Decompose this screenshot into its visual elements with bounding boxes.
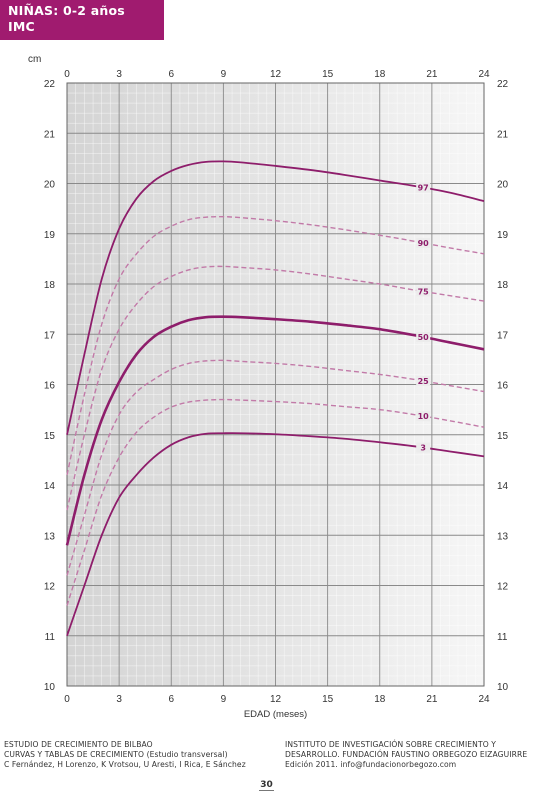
y-tick-left-label: 13 xyxy=(44,531,56,542)
footer-right-line-1: INSTITUTO DE INVESTIGACIÓN SOBRE CRECIMI… xyxy=(285,740,497,749)
x-tick-top-label: 9 xyxy=(221,69,227,80)
page-number: 30 xyxy=(0,780,533,791)
y-tick-left-label: 15 xyxy=(44,431,56,442)
percentile-75-line xyxy=(66,265,485,511)
plot-border xyxy=(66,82,485,687)
percentile-3-line xyxy=(66,432,485,637)
y-tick-right-label: 19 xyxy=(497,230,509,241)
percentile-97-label-bg xyxy=(416,182,431,193)
percentile-25-label: 25 xyxy=(418,377,430,386)
chart-title: NIÑAS: 0-2 años xyxy=(8,3,125,18)
percentile-10-label-bg xyxy=(416,411,431,422)
chart-title-box: NIÑAS: 0-2 años IMC xyxy=(0,0,164,40)
percentile-25-line xyxy=(66,359,485,576)
footer-institute-credits: INSTITUTO DE INVESTIGACIÓN SOBRE CRECIMI… xyxy=(285,740,527,771)
footer-left-line-3: C Fernández, H Lorenzo, K Vrotsou, U Are… xyxy=(4,760,246,770)
y-tick-left-label: 11 xyxy=(45,632,56,643)
y-tick-right-label: 16 xyxy=(497,381,509,392)
footer-study-credits: ESTUDIO DE CRECIMIENTO DE BILBAO CURVAS … xyxy=(4,740,246,771)
x-tick-top-label: 15 xyxy=(322,69,334,80)
x-tick-bottom-label: 9 xyxy=(221,694,227,705)
y-tick-left-label: 21 xyxy=(44,129,56,140)
percentile-90-line xyxy=(66,215,485,476)
y-tick-right-label: 22 xyxy=(497,79,509,90)
y-tick-right-label: 10 xyxy=(497,682,509,693)
x-tick-bottom-label: 0 xyxy=(64,694,70,705)
footer-right-line-2: DESARROLLO. FUNDACIÓN FAUSTINO ORBEGOZO … xyxy=(285,750,528,760)
y-tick-left-label: 18 xyxy=(44,280,56,291)
x-axis-label: EDAD (meses) xyxy=(244,709,307,720)
percentile-10-label: 10 xyxy=(418,412,430,421)
x-tick-top-label: 3 xyxy=(116,69,122,80)
y-tick-left-label: 16 xyxy=(44,381,56,392)
x-tick-bottom-label: 21 xyxy=(426,694,438,705)
x-tick-bottom-label: 12 xyxy=(270,694,282,705)
x-tick-bottom-label: 3 xyxy=(116,694,122,705)
percentile-25-label-bg xyxy=(416,375,431,386)
x-tick-bottom-label: 6 xyxy=(168,694,174,705)
y-tick-right-label: 13 xyxy=(497,531,509,542)
x-tick-top-label: 12 xyxy=(270,69,282,80)
x-tick-bottom-label: 24 xyxy=(478,694,490,705)
x-tick-top-label: 6 xyxy=(168,69,174,80)
chart-subtitle: IMC xyxy=(8,19,35,34)
y-tick-right-label: 14 xyxy=(497,481,509,492)
y-tick-left-label: 20 xyxy=(44,180,56,191)
y-tick-left-label: 19 xyxy=(44,230,56,241)
y-tick-left-label: 22 xyxy=(44,79,56,90)
y-tick-left-label: 10 xyxy=(44,682,56,693)
percentile-3-label: 3 xyxy=(420,444,426,453)
percentile-75-label-bg xyxy=(416,286,431,297)
percentile-50-label-bg xyxy=(416,332,431,343)
y-tick-left-label: 14 xyxy=(44,481,56,492)
footer-left-line-1: ESTUDIO DE CRECIMIENTO DE BILBAO xyxy=(4,740,153,749)
percentile-3-label-bg xyxy=(416,442,431,453)
x-tick-top-label: 21 xyxy=(426,69,438,80)
percentile-97-label: 97 xyxy=(418,184,429,193)
footer-left-line-2: CURVAS Y TABLAS DE CRECIMIENTO (Estudio … xyxy=(4,750,228,760)
y-tick-right-label: 20 xyxy=(497,180,509,191)
percentile-90-label: 90 xyxy=(418,239,430,248)
page-number-text: 30 xyxy=(259,780,274,791)
y-axis-label: cm xyxy=(28,54,41,65)
x-tick-top-label: 0 xyxy=(64,69,70,80)
percentile-10-line xyxy=(66,398,485,606)
y-tick-right-label: 18 xyxy=(497,280,509,291)
percentile-90-label-bg xyxy=(416,237,431,248)
y-tick-right-label: 17 xyxy=(497,330,509,341)
footer-right-line-3: Edición 2011. info@fundacionorbegozo.com xyxy=(285,760,457,770)
y-tick-right-label: 12 xyxy=(497,582,509,593)
percentile-75-label: 75 xyxy=(418,287,430,296)
y-tick-right-label: 11 xyxy=(497,632,508,643)
x-tick-top-label: 18 xyxy=(374,69,386,80)
percentile-50-line xyxy=(65,315,485,546)
x-tick-top-label: 24 xyxy=(478,69,490,80)
percentile-50-label: 50 xyxy=(418,333,430,342)
y-tick-right-label: 15 xyxy=(497,431,509,442)
x-tick-bottom-label: 18 xyxy=(374,694,386,705)
percentile-97-line xyxy=(66,160,485,435)
y-tick-left-label: 17 xyxy=(44,330,56,341)
y-tick-right-label: 21 xyxy=(497,129,509,140)
y-tick-left-label: 12 xyxy=(44,582,56,593)
x-tick-bottom-label: 15 xyxy=(322,694,334,705)
